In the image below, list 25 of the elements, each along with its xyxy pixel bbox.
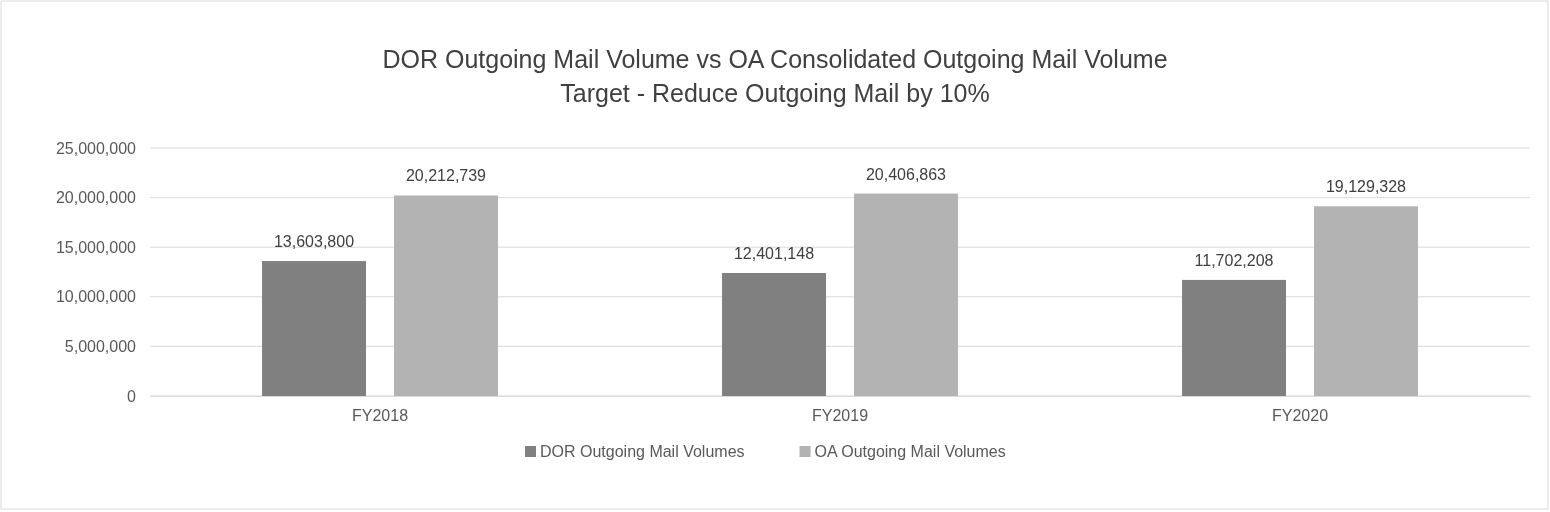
chart-subtitle: Target - Reduce Outgoing Mail by 10% — [560, 79, 990, 107]
chart-title: DOR Outgoing Mail Volume vs OA Consolidated Outgoing Mail Volume — [382, 45, 1168, 73]
y-tick-label: 15,000,000 — [55, 238, 137, 256]
legend-label: OA Outgoing Mail Volumes — [814, 443, 1006, 460]
legend-label: DOR Outgoing Mail Volumes — [540, 443, 745, 460]
y-tick-label: 10,000,000 — [55, 288, 137, 306]
data-label: 20,212,739 — [405, 167, 487, 185]
data-label: 11,702,208 — [1194, 251, 1274, 269]
bar — [722, 272, 826, 396]
bar — [262, 261, 366, 396]
x-tick-label: FY2019 — [811, 407, 869, 425]
data-label: 19,129,328 — [1325, 178, 1407, 196]
bar — [394, 195, 498, 396]
x-tick-label: FY2018 — [351, 407, 409, 425]
y-tick-label: 20,000,000 — [55, 189, 137, 207]
bar — [854, 193, 958, 396]
data-label: 20,406,863 — [865, 165, 947, 183]
x-tick-label: FY2020 — [1271, 407, 1329, 425]
y-tick-label: 25,000,000 — [55, 139, 137, 157]
bar — [1182, 279, 1286, 396]
data-label: 12,401,148 — [733, 244, 815, 262]
y-tick-label: 5,000,000 — [64, 338, 137, 356]
y-tick-label: 0 — [127, 387, 137, 405]
bar — [1314, 206, 1418, 396]
data-label: 13,603,800 — [273, 233, 355, 251]
